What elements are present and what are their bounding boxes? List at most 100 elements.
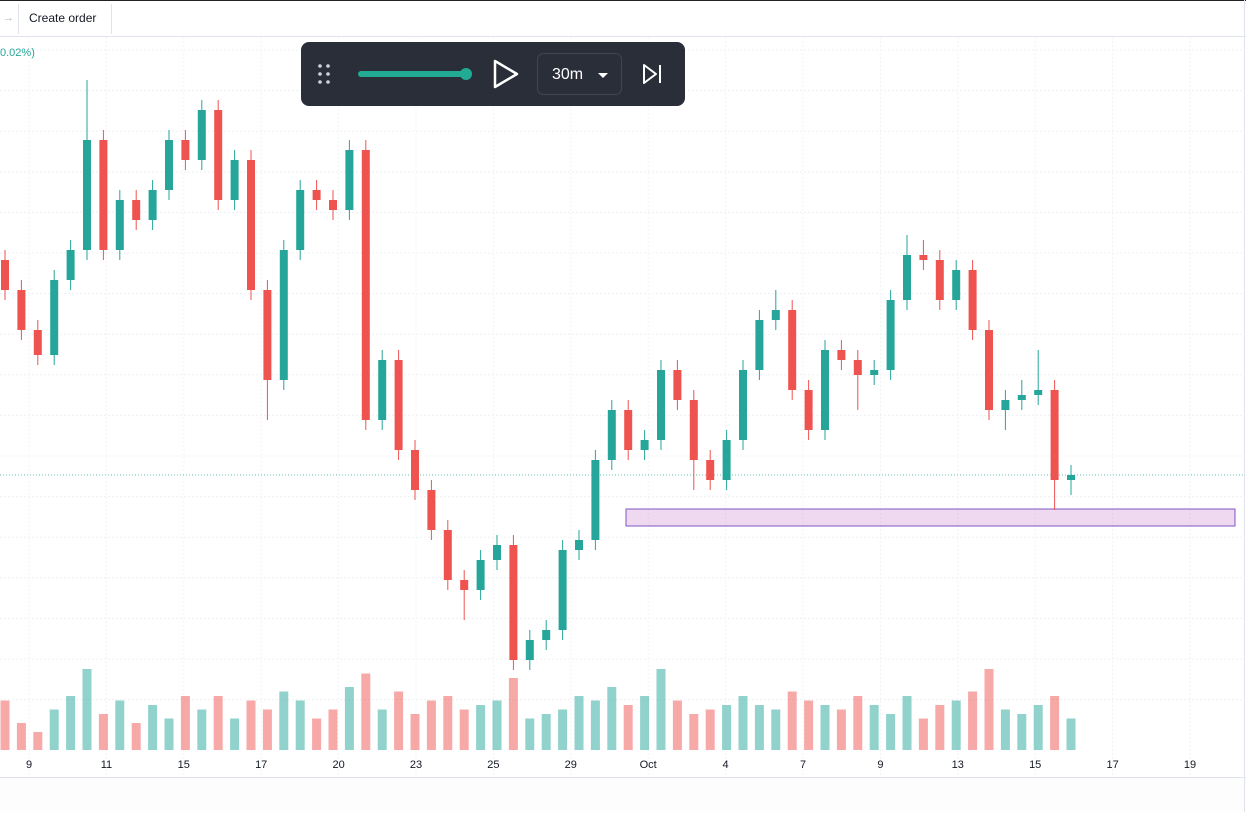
volume-bar	[377, 709, 387, 750]
time-label: 13	[952, 759, 964, 771]
candle-body	[279, 250, 288, 380]
volume-bar	[1033, 705, 1043, 750]
candle-body	[1050, 390, 1059, 480]
candle-body	[132, 200, 141, 220]
volume-bar	[525, 718, 535, 750]
create-order-button[interactable]: Create order	[29, 11, 96, 25]
candle-body	[345, 150, 354, 210]
candle-body	[542, 630, 551, 640]
volume-bar	[541, 714, 551, 750]
drag-handle[interactable]	[318, 64, 330, 84]
candle-body	[640, 440, 649, 450]
legend-change: 0.02%)	[0, 47, 35, 59]
candle-body	[575, 540, 583, 550]
candle-body	[443, 530, 452, 580]
time-label: 11	[101, 759, 112, 771]
volume-bar	[607, 687, 617, 750]
candle-body	[607, 410, 616, 460]
volume-bar	[394, 691, 404, 750]
volume-bar	[951, 700, 961, 750]
volume-bar	[164, 718, 174, 750]
candle-body	[968, 270, 977, 330]
candle-body	[83, 140, 91, 250]
volume-bar	[295, 700, 305, 750]
candle-body	[99, 140, 108, 250]
candle-body	[1017, 395, 1026, 400]
volume-bar	[0, 700, 10, 750]
candle-body	[296, 190, 305, 250]
volume-bar	[508, 678, 518, 750]
candle-body	[525, 640, 534, 660]
volume-bar	[672, 700, 682, 750]
candle-body	[247, 160, 255, 290]
volume-bar	[459, 709, 469, 750]
volume-bar	[131, 723, 141, 750]
footer	[0, 778, 1246, 812]
candle-body	[378, 360, 387, 420]
volume-bar	[984, 669, 994, 750]
volume-bar	[590, 700, 600, 750]
candle-body	[591, 460, 600, 540]
volume-bar	[115, 700, 125, 750]
forward-button[interactable]	[643, 64, 657, 84]
slider-knob[interactable]	[460, 68, 472, 80]
candle-body	[657, 370, 665, 440]
price-zone	[625, 508, 1236, 527]
grid	[0, 37, 1244, 777]
time-label: Oct	[640, 759, 657, 771]
volume-bar	[574, 696, 584, 750]
volume-bar	[656, 669, 666, 750]
interval[interactable]: 30m	[552, 66, 583, 83]
candle-body	[985, 330, 993, 410]
candle-body	[263, 290, 272, 380]
candle-body	[33, 330, 42, 355]
candle-body	[493, 545, 501, 560]
volume-bar	[771, 709, 781, 750]
volume-bar	[262, 709, 272, 750]
candle-body	[411, 450, 419, 490]
time-label: 17	[255, 759, 267, 771]
volume-bar	[66, 696, 76, 750]
replay-toolbar: 30m	[301, 42, 685, 106]
candle-body	[509, 545, 518, 660]
candle-body	[755, 320, 764, 370]
volume-bar	[279, 691, 289, 750]
candle-body	[804, 390, 813, 430]
time-label: 19	[1184, 759, 1196, 771]
candle-body	[771, 310, 780, 320]
candle-body	[197, 110, 206, 160]
candle-body	[148, 190, 157, 220]
volume-bar	[49, 709, 59, 750]
volume-bar	[443, 696, 453, 750]
volume-bar	[754, 705, 764, 750]
candle-body	[788, 310, 797, 390]
volume-bar	[98, 714, 108, 750]
volume-bar	[197, 709, 207, 750]
candle-body	[689, 400, 698, 460]
volume-bar	[492, 700, 502, 750]
volume-bar	[558, 709, 568, 750]
candle-body	[214, 110, 223, 200]
candle-body	[821, 350, 829, 430]
candle-body	[312, 190, 321, 200]
interval-caret[interactable]	[598, 73, 608, 78]
candle-body	[853, 360, 862, 375]
volume-bar	[853, 696, 863, 750]
candle-body	[394, 360, 403, 450]
time-label: 29	[565, 759, 577, 771]
interval-box[interactable]	[537, 53, 622, 95]
volume-bar	[1050, 696, 1060, 750]
candle-body	[952, 270, 961, 300]
time-label: 23	[410, 759, 422, 771]
volume-bar	[82, 669, 92, 750]
play-button[interactable]	[493, 59, 519, 89]
volume-bar	[836, 709, 846, 750]
time-label: 4	[723, 759, 729, 771]
candle-body	[115, 200, 124, 250]
candle-body	[1067, 475, 1075, 480]
arrow-icon[interactable]: →	[3, 12, 14, 24]
candle-body	[870, 370, 879, 375]
time-label: 15	[178, 759, 190, 771]
candle-body	[165, 140, 173, 190]
